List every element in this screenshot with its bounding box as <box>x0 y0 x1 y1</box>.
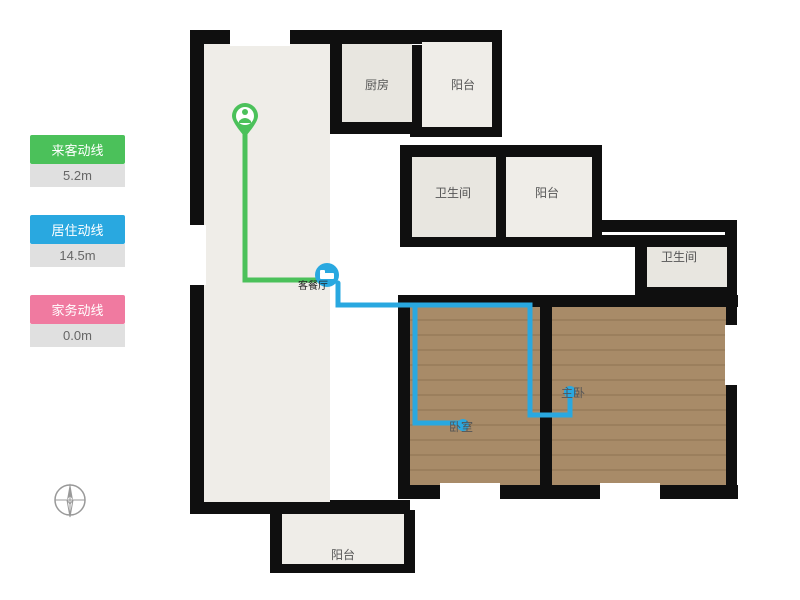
legend-label-chore: 家务动线 <box>30 295 125 324</box>
room-label-balcony2: 阳台 <box>532 183 562 202</box>
room-label-bath1: 卫生间 <box>432 183 474 202</box>
room-label-living: 客餐厅 <box>298 277 328 292</box>
room-label-balcony3: 阳台 <box>328 545 358 564</box>
room-label-balcony1: 阳台 <box>448 75 478 94</box>
legend-value-living: 14.5m <box>30 244 125 267</box>
compass-icon <box>50 480 90 520</box>
legend-value-chore: 0.0m <box>30 324 125 347</box>
legend-item-guest: 来客动线 5.2m <box>30 135 125 187</box>
legend-panel: 来客动线 5.2m 居住动线 14.5m 家务动线 0.0m <box>30 135 125 375</box>
legend-value-guest: 5.2m <box>30 164 125 187</box>
room-label-kitchen: 厨房 <box>362 75 392 94</box>
floorplan-canvas: 厨房 阳台 卫生间 阳台 卫生间 客餐厅 卧室 主卧 阳台 <box>170 25 770 580</box>
legend-label-guest: 来客动线 <box>30 135 125 164</box>
legend-label-living: 居住动线 <box>30 215 125 244</box>
room-label-master: 主卧 <box>558 383 588 402</box>
legend-item-living: 居住动线 14.5m <box>30 215 125 267</box>
room-label-bath2: 卫生间 <box>658 247 700 266</box>
room-label-bedroom: 卧室 <box>446 417 476 436</box>
legend-item-chore: 家务动线 0.0m <box>30 295 125 347</box>
